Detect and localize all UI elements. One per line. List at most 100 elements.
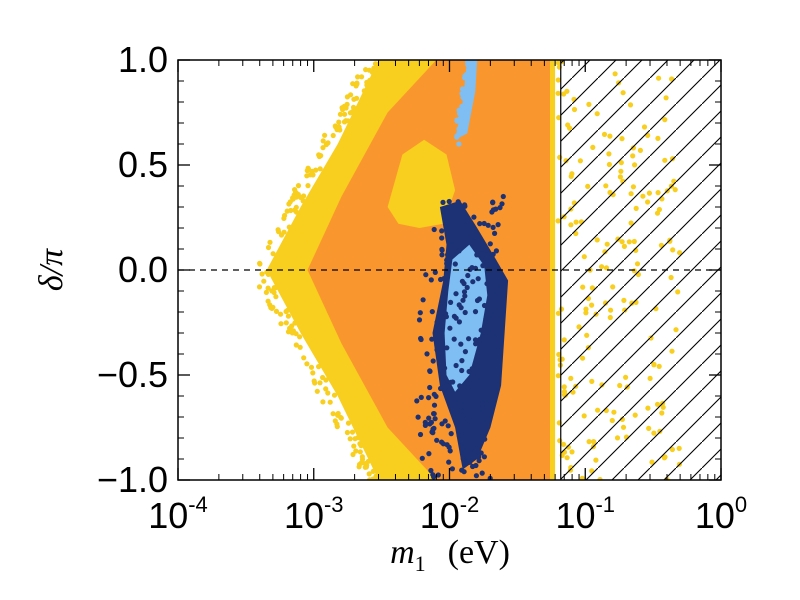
dark-blue-point — [457, 383, 463, 389]
dark-blue-point — [474, 297, 481, 304]
yellow-point — [314, 388, 320, 394]
dark-blue-point — [441, 385, 447, 391]
dark-blue-point — [459, 367, 465, 374]
yellow-point — [292, 320, 298, 326]
dark-blue-point — [480, 263, 486, 269]
light-blue-point — [464, 103, 470, 109]
dark-blue-point — [452, 261, 458, 267]
dark-blue-point — [493, 206, 499, 212]
dark-blue-point — [459, 358, 465, 364]
dark-blue-point — [466, 336, 472, 342]
yellow-point — [320, 399, 326, 405]
light-blue-point — [463, 99, 469, 105]
yellow-point — [366, 471, 372, 477]
yellow-point — [555, 60, 561, 66]
yellow-point — [264, 269, 270, 275]
dark-blue-point — [434, 437, 440, 443]
dark-blue-point — [472, 309, 479, 315]
dark-blue-point — [480, 427, 487, 433]
yellow-point — [322, 132, 328, 138]
yellow-point — [323, 377, 329, 383]
yellow-point — [356, 461, 363, 468]
yellow-point — [305, 165, 311, 171]
yellow-point — [336, 119, 342, 125]
light-blue-point — [456, 141, 462, 147]
yellow-point — [265, 298, 271, 304]
dark-blue-point — [474, 252, 480, 258]
yellow-point — [555, 218, 561, 224]
yellow-point — [323, 141, 329, 148]
dark-blue-point — [430, 358, 436, 364]
dark-blue-point — [426, 415, 432, 421]
dark-blue-point — [456, 432, 462, 438]
yellow-point — [372, 61, 379, 67]
yellow-point — [556, 115, 562, 121]
dark-blue-point — [476, 454, 482, 460]
yellow-point — [257, 261, 263, 267]
yellow-point — [309, 168, 315, 174]
yellow-point — [371, 65, 377, 71]
x-tick-label: 10-3 — [284, 492, 344, 536]
dark-blue-point — [457, 215, 464, 221]
y-tick-label: 1.0 — [118, 39, 168, 80]
yellow-point — [359, 454, 365, 460]
x-tick-base: 10 — [148, 495, 188, 536]
yellow-point — [287, 199, 293, 205]
dark-blue-point — [459, 467, 465, 473]
dark-blue-point — [489, 209, 495, 215]
yellow-point — [300, 198, 306, 204]
dark-blue-point — [430, 430, 436, 436]
light-blue-point — [454, 117, 460, 123]
light-blue-point — [459, 86, 466, 92]
light-blue-point — [468, 81, 474, 87]
light-blue-point — [466, 87, 472, 93]
dark-blue-point — [426, 451, 432, 457]
dark-blue-point — [500, 193, 506, 200]
yellow-point — [293, 342, 299, 348]
dark-blue-point — [453, 402, 459, 408]
dark-blue-point — [431, 402, 438, 408]
yellow-point — [350, 81, 356, 87]
yellow-point — [342, 111, 348, 117]
dark-blue-point — [483, 316, 489, 322]
yellow-point — [267, 239, 273, 245]
yellow-point — [269, 305, 275, 311]
yellow-point — [341, 103, 347, 109]
dark-blue-point — [461, 412, 467, 418]
yellow-point — [333, 124, 339, 130]
yellow-point — [555, 373, 561, 379]
dark-blue-point — [446, 198, 452, 205]
dark-blue-point — [438, 276, 444, 283]
dark-blue-point — [455, 199, 461, 205]
dark-blue-point — [497, 205, 503, 211]
x-tick-label: 10-2 — [420, 492, 480, 536]
yellow-point — [343, 118, 349, 124]
y-tick-label: −1.0 — [97, 459, 168, 500]
yellow-point — [350, 451, 356, 458]
yellow-point — [292, 189, 299, 195]
dark-blue-point — [465, 272, 471, 279]
light-blue-point — [463, 110, 469, 116]
dark-blue-point — [458, 407, 464, 413]
dark-blue-point — [443, 280, 449, 286]
dark-blue-point — [443, 314, 449, 320]
yellow-point — [282, 212, 288, 219]
y-tick-label: 0.0 — [118, 249, 168, 290]
dark-blue-point — [475, 276, 481, 282]
x-tick-base: 10 — [420, 495, 460, 536]
x-axis-label: m1 (eV) — [390, 534, 510, 576]
dark-blue-point — [439, 235, 445, 241]
dark-blue-point — [417, 431, 424, 438]
dark-blue-point — [439, 228, 445, 234]
dark-blue-point — [471, 214, 477, 220]
yellow-point — [304, 361, 310, 367]
dark-blue-point — [474, 238, 480, 245]
yellow-point — [297, 334, 303, 340]
dark-blue-point — [460, 297, 466, 303]
dark-blue-point — [417, 310, 423, 316]
yellow-point — [285, 329, 292, 335]
yellow-point — [295, 183, 302, 189]
yellow-point — [323, 386, 329, 392]
dark-blue-point — [458, 341, 464, 347]
dark-blue-point — [437, 308, 443, 315]
